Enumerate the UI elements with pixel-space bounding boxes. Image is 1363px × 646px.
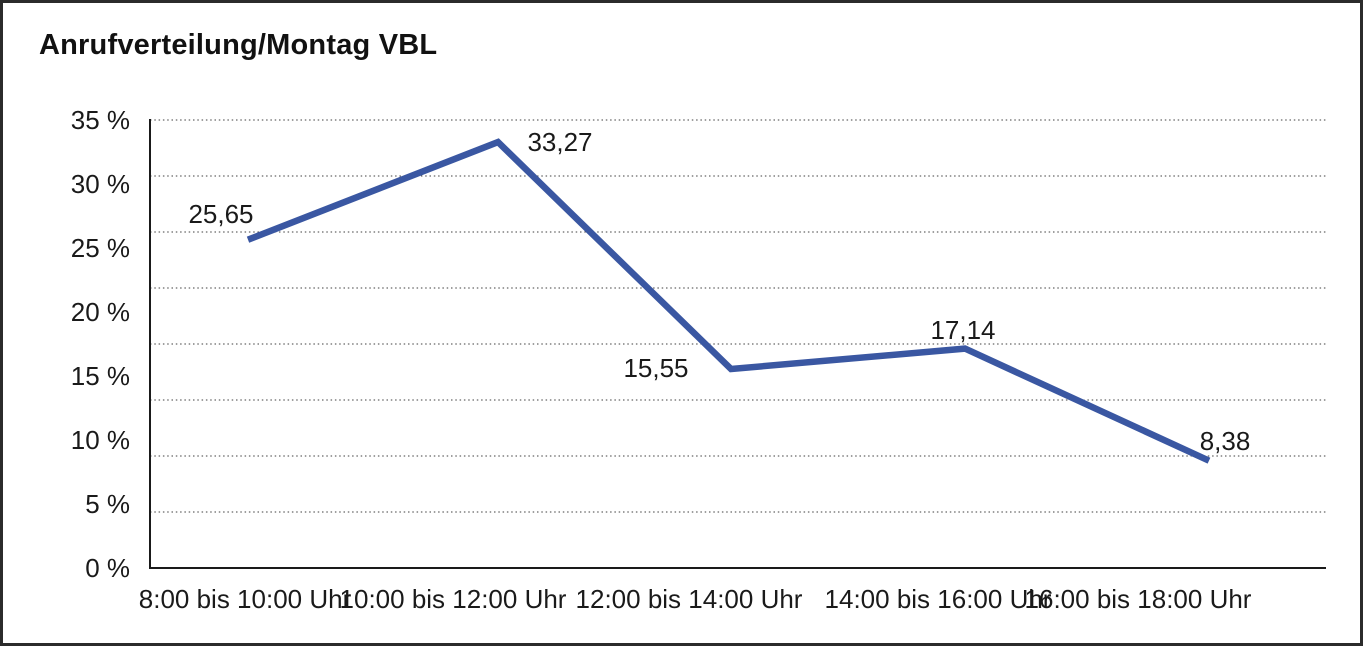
y-axis-tick-label: 10 % bbox=[71, 425, 130, 455]
x-axis-category-label: 16:00 bis 18:00 Uhr bbox=[1025, 584, 1252, 614]
x-axis-category-label: 12:00 bis 14:00 Uhr bbox=[576, 584, 803, 614]
y-axis-tick-label: 30 % bbox=[71, 169, 130, 199]
x-axis-category-label: 14:00 bis 16:00 Uhr bbox=[825, 584, 1052, 614]
chart-title: Anrufverteilung/Montag VBL bbox=[39, 29, 438, 61]
series-line bbox=[246, 138, 1211, 464]
y-axis-tick-label: 15 % bbox=[71, 361, 130, 391]
data-point-label: 25,65 bbox=[188, 199, 253, 229]
data-point-label: 17,14 bbox=[930, 315, 995, 345]
line-chart: 35 % 30 % 25 % 20 % 15 % 10 % 5 % 0 % 8:00 bis 1… bbox=[71, 105, 1326, 614]
y-axis-tick-label: 20 % bbox=[71, 297, 130, 327]
y-axis-tick-label: 35 % bbox=[71, 105, 130, 135]
y-axis-tick-label: 0 % bbox=[85, 553, 130, 583]
data-point-label: 33,27 bbox=[527, 127, 592, 157]
data-point-label: 15,55 bbox=[623, 353, 688, 383]
y-axis-tick-label: 25 % bbox=[71, 233, 130, 263]
x-axis-category-label: 8:00 bis 10:00 Uhr bbox=[139, 584, 352, 614]
y-axis-tick-label: 5 % bbox=[85, 489, 130, 519]
data-point-label: 8,38 bbox=[1200, 426, 1251, 456]
x-axis-category-label: 10:00 bis 12:00 Uhr bbox=[340, 584, 567, 614]
